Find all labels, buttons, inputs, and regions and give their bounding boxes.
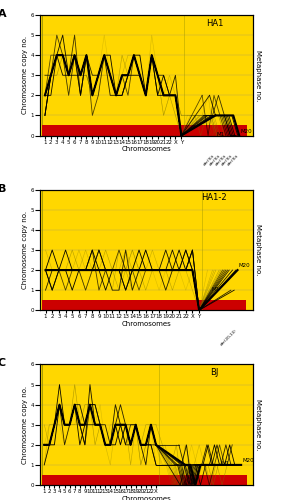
Y-axis label: Metaphase no.: Metaphase no. [255, 224, 261, 276]
Bar [42, 126, 187, 136]
Y-axis label: Chromosome copy no.: Chromosome copy no. [22, 386, 28, 464]
Y-axis label: Metaphase no.: Metaphase no. [255, 399, 261, 450]
Polygon shape [40, 15, 42, 136]
Text: M1: M1 [212, 286, 220, 292]
Polygon shape [40, 364, 42, 485]
Text: A: A [0, 9, 6, 19]
Text: der(9)t: der(9)t [215, 154, 228, 166]
Text: der(20,13): der(20,13) [220, 328, 238, 346]
Text: HA1-2: HA1-2 [201, 194, 227, 202]
Text: M20: M20 [242, 458, 254, 463]
Text: HA1: HA1 [206, 18, 223, 28]
Y-axis label: Chromosome copy no.: Chromosome copy no. [22, 36, 28, 115]
Polygon shape [184, 126, 247, 136]
X-axis label: Chromosomes: Chromosomes [121, 496, 171, 500]
Text: der(9)t: der(9)t [221, 154, 234, 166]
Text: M1: M1 [222, 462, 230, 466]
Text: B: B [0, 184, 6, 194]
Text: der(9)t: der(9)t [227, 154, 240, 166]
Polygon shape [202, 300, 246, 310]
Bar [42, 300, 206, 310]
Bar [42, 475, 161, 485]
Text: BJ: BJ [210, 368, 218, 377]
Text: der(9)t: der(9)t [209, 154, 222, 166]
Polygon shape [158, 475, 247, 485]
Y-axis label: Metaphase no.: Metaphase no. [255, 50, 261, 101]
Text: M20: M20 [241, 128, 252, 134]
Polygon shape [40, 190, 42, 310]
X-axis label: Chromosomes: Chromosomes [121, 321, 171, 327]
X-axis label: Chromosomes: Chromosomes [121, 146, 171, 152]
Text: der(9)t: der(9)t [203, 154, 216, 166]
Text: M20: M20 [239, 263, 251, 268]
Text: M1: M1 [216, 132, 224, 137]
Text: C: C [0, 358, 6, 368]
Y-axis label: Chromosome copy no.: Chromosome copy no. [22, 211, 28, 289]
